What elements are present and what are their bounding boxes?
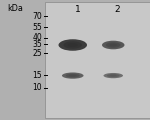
Ellipse shape xyxy=(103,73,123,78)
Ellipse shape xyxy=(106,42,121,48)
Ellipse shape xyxy=(68,43,78,47)
Ellipse shape xyxy=(110,75,117,77)
Text: 40: 40 xyxy=(32,33,42,42)
Ellipse shape xyxy=(66,74,80,78)
Text: 10: 10 xyxy=(32,83,42,92)
Bar xyxy=(45,2,150,118)
Text: 35: 35 xyxy=(32,40,42,49)
Ellipse shape xyxy=(62,72,84,79)
Text: kDa: kDa xyxy=(7,4,23,13)
Ellipse shape xyxy=(58,39,87,51)
Ellipse shape xyxy=(69,75,76,77)
Ellipse shape xyxy=(109,43,117,47)
Ellipse shape xyxy=(107,74,120,77)
Ellipse shape xyxy=(102,41,124,49)
Text: 55: 55 xyxy=(32,23,42,31)
Ellipse shape xyxy=(63,41,82,49)
Text: 15: 15 xyxy=(32,71,42,79)
Text: 2: 2 xyxy=(114,5,120,14)
Text: 25: 25 xyxy=(32,49,42,58)
Text: 70: 70 xyxy=(32,12,42,21)
Text: 1: 1 xyxy=(75,5,81,14)
